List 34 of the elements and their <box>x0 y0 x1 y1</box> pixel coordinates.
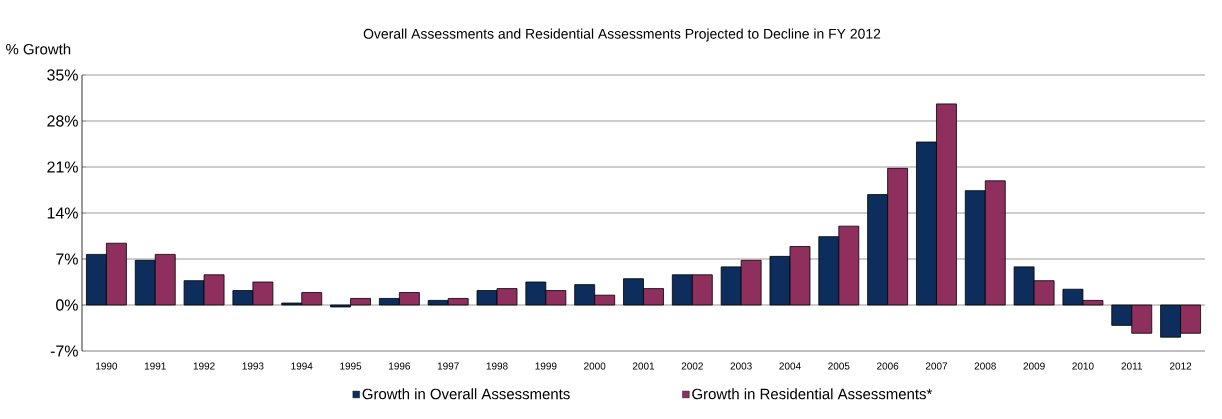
y-tick-label: -7% <box>50 345 78 357</box>
x-tick-label: 2003 <box>730 362 752 370</box>
x-tick-label: 2002 <box>681 362 703 370</box>
x-tick-label: 1990 <box>96 362 118 370</box>
y-tick-label: 7% <box>56 253 78 265</box>
x-tick-label: 2005 <box>828 362 850 370</box>
x-tick-label: 1993 <box>242 362 264 370</box>
x-tick-label: 2008 <box>974 362 996 370</box>
x-tick-label: 2012 <box>1170 362 1192 370</box>
x-tick-label: 1996 <box>389 362 411 370</box>
x-tick-label: 2000 <box>584 362 606 370</box>
x-tick-label: 2011 <box>1121 362 1142 370</box>
x-tick-label: 1999 <box>535 362 557 370</box>
x-tick-label: 1991 <box>144 362 166 370</box>
y-axis-title: % Growth <box>6 43 71 55</box>
legend-label: Growth in Overall Assessments <box>362 388 570 400</box>
x-tick-label: 2004 <box>779 362 801 370</box>
x-tick-label: 2006 <box>877 362 899 370</box>
y-tick-label: 21% <box>47 161 78 173</box>
y-tick-label: 28% <box>47 115 78 127</box>
x-tick-label: 1997 <box>437 362 459 370</box>
x-tick-label: 2007 <box>925 362 948 370</box>
x-tick-label: 1992 <box>193 362 215 370</box>
x-tick-label: 1998 <box>486 362 508 370</box>
x-tick-label: 1994 <box>291 362 313 370</box>
x-tick-label: 1995 <box>340 362 362 370</box>
x-tick-label: 2009 <box>1023 362 1045 370</box>
legend-label: Growth in Residential Assessments* <box>692 388 933 400</box>
y-tick-label: 0% <box>56 299 78 311</box>
x-tick-label: 2001 <box>632 362 655 370</box>
y-tick-label: 14% <box>47 207 78 219</box>
y-tick-label: 35% <box>47 69 78 81</box>
chart-title: Overall Assessments and Residential Assessments Projected to Decline in FY 2012 <box>363 28 881 42</box>
x-tick-label: 2010 <box>1072 362 1094 370</box>
